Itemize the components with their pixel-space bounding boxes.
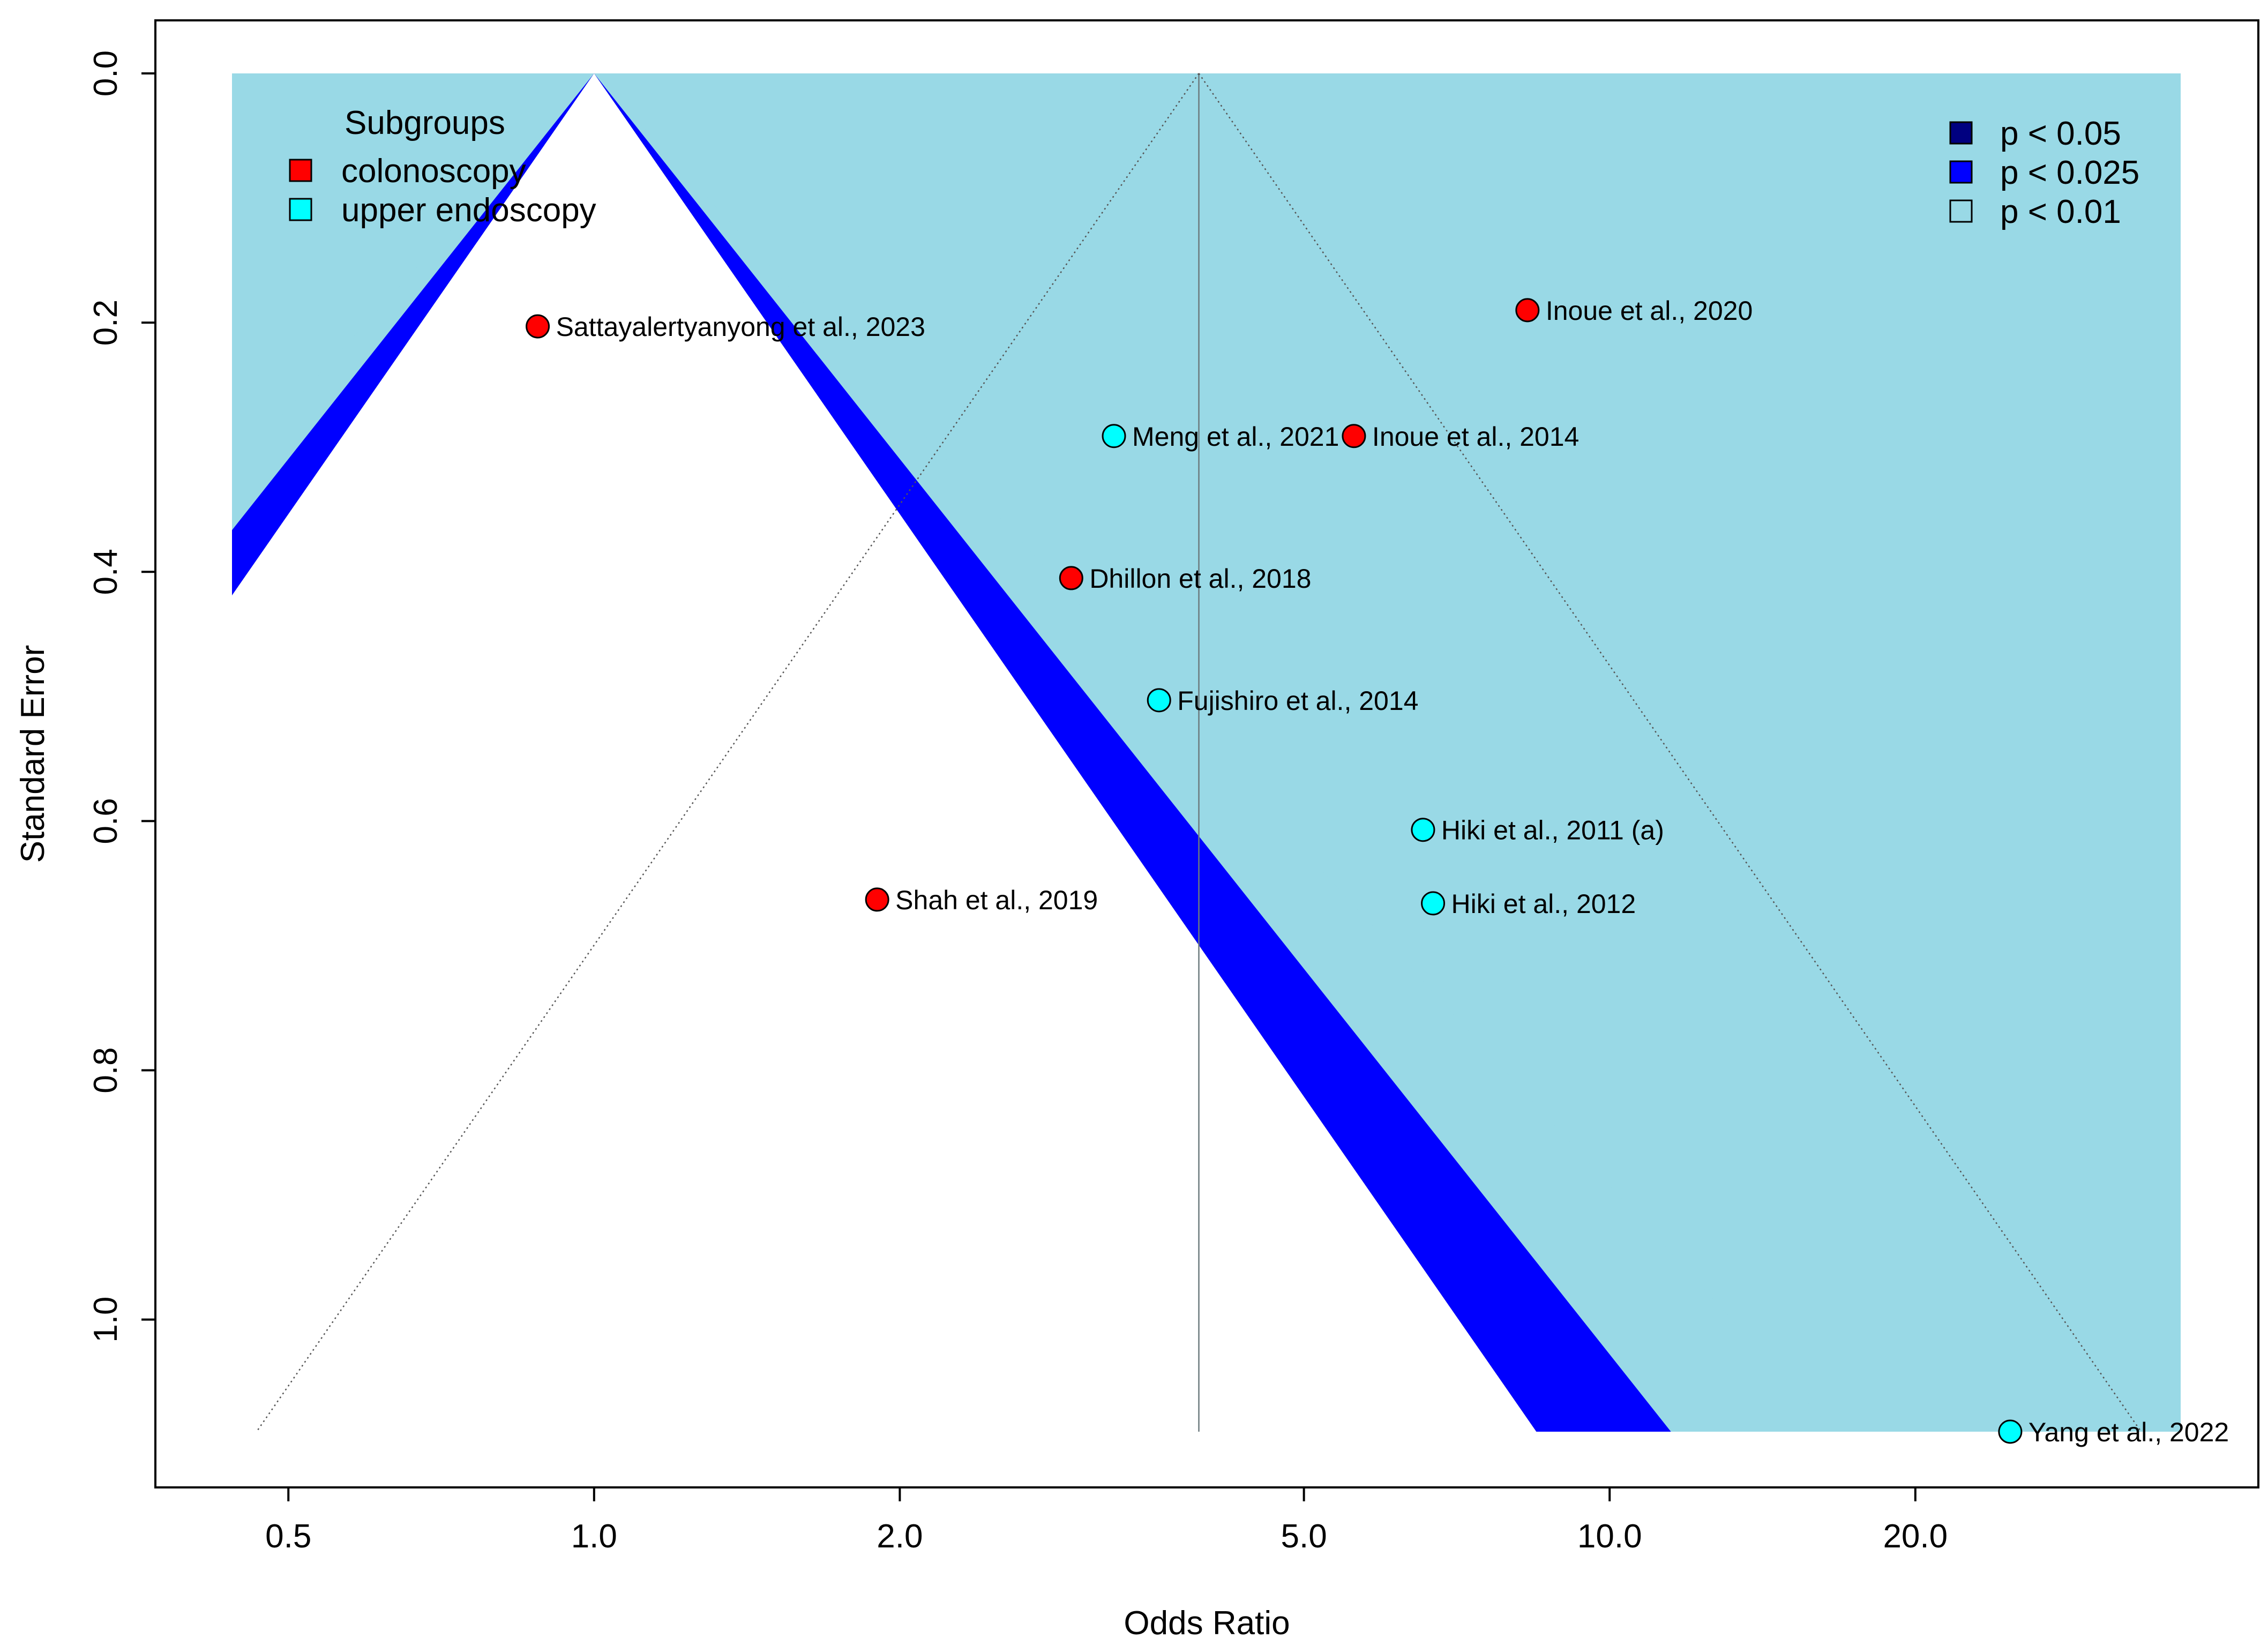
- y-tick-label: 0.8: [87, 1047, 124, 1093]
- non-significant-region: [232, 73, 1537, 1432]
- study-point: Shah et al., 2019: [865, 885, 1098, 915]
- study-label: Inoue et al., 2014: [1372, 422, 1579, 452]
- y-axis: 0.0 0.2 0.4 0.6 0.8 1.0: [87, 50, 156, 1343]
- x-axis: 0.5 1.0 2.0 5.0 10.0 20.0: [265, 1486, 1948, 1555]
- study-marker: [1411, 818, 1435, 842]
- study-marker: [526, 314, 550, 339]
- study-marker: [1342, 424, 1366, 448]
- contour-swatch: [1949, 160, 1973, 184]
- x-tick-label: 10.0: [1577, 1518, 1642, 1555]
- study-label: Dhillon et al., 2018: [1089, 564, 1311, 594]
- subgroup-swatch: [289, 159, 312, 182]
- contour-label: p < 0.05: [2000, 115, 2121, 152]
- study-label: Hiki et al., 2011 (a): [1441, 815, 1664, 846]
- contour-swatch: [1949, 121, 1973, 145]
- x-tick-label: 1.0: [571, 1518, 617, 1555]
- x-tick-label: 0.5: [265, 1518, 311, 1555]
- study-point: Inoue et al., 2020: [1515, 296, 1753, 326]
- funnel-line-left: [256, 73, 1200, 1432]
- study-label: Meng et al., 2021: [1132, 422, 1339, 452]
- y-tick-label: 0.0: [87, 50, 124, 96]
- study-label: Sattayalertyanyong et al., 2023: [556, 312, 925, 342]
- contour-label: p < 0.01: [2000, 193, 2121, 230]
- y-tick-label: 1.0: [87, 1297, 124, 1343]
- contour-label: p < 0.025: [2000, 154, 2139, 191]
- subgroup-legend-title: Subgroups: [345, 104, 505, 141]
- study-point: Yang et al., 2022: [1998, 1417, 2229, 1447]
- study-point: Meng et al., 2021: [1102, 422, 1339, 452]
- study-marker: [865, 887, 889, 912]
- study-point: Inoue et al., 2014: [1342, 422, 1579, 452]
- study-marker: [1147, 688, 1171, 713]
- contour-regions: [232, 73, 2181, 1432]
- contour-swatch: [1949, 199, 1973, 223]
- study-point: Fujishiro et al., 2014: [1147, 686, 1418, 716]
- study-marker: [1102, 424, 1126, 448]
- study-point: Sattayalertyanyong et al., 2023: [526, 312, 925, 342]
- y-tick-label: 0.6: [87, 798, 124, 844]
- y-axis-label: Standard Error: [14, 645, 51, 863]
- study-points: Sattayalertyanyong et al., 2023 Inoue et …: [526, 296, 2229, 1447]
- x-axis-label: Odds Ratio: [1124, 1605, 1290, 1642]
- subgroup-label: upper endoscopy: [341, 192, 596, 229]
- x-tick-label: 2.0: [877, 1518, 923, 1555]
- study-marker: [1421, 891, 1446, 916]
- study-label: Inoue et al., 2020: [1546, 296, 1753, 326]
- y-tick-label: 0.2: [87, 300, 124, 346]
- study-label: Hiki et al., 2012: [1451, 889, 1636, 919]
- reference-lines: [256, 73, 2142, 1432]
- study-point: Hiki et al., 2012: [1421, 889, 1636, 919]
- study-point: Dhillon et al., 2018: [1059, 564, 1311, 594]
- study-label: Shah et al., 2019: [895, 885, 1098, 915]
- funnel-line-right: [1198, 73, 2142, 1432]
- study-point: Hiki et al., 2011 (a): [1411, 815, 1664, 846]
- x-tick-label: 5.0: [1281, 1518, 1327, 1555]
- study-label: Yang et al., 2022: [2029, 1417, 2229, 1447]
- x-tick-label: 20.0: [1883, 1518, 1948, 1555]
- subgroup-swatch: [289, 198, 312, 221]
- study-marker: [1059, 566, 1083, 590]
- subgroup-label: colonoscopy: [341, 153, 526, 190]
- y-tick-label: 0.4: [87, 549, 124, 595]
- study-label: Fujishiro et al., 2014: [1177, 686, 1418, 716]
- study-marker: [1515, 298, 1540, 323]
- study-marker: [1998, 1419, 2023, 1444]
